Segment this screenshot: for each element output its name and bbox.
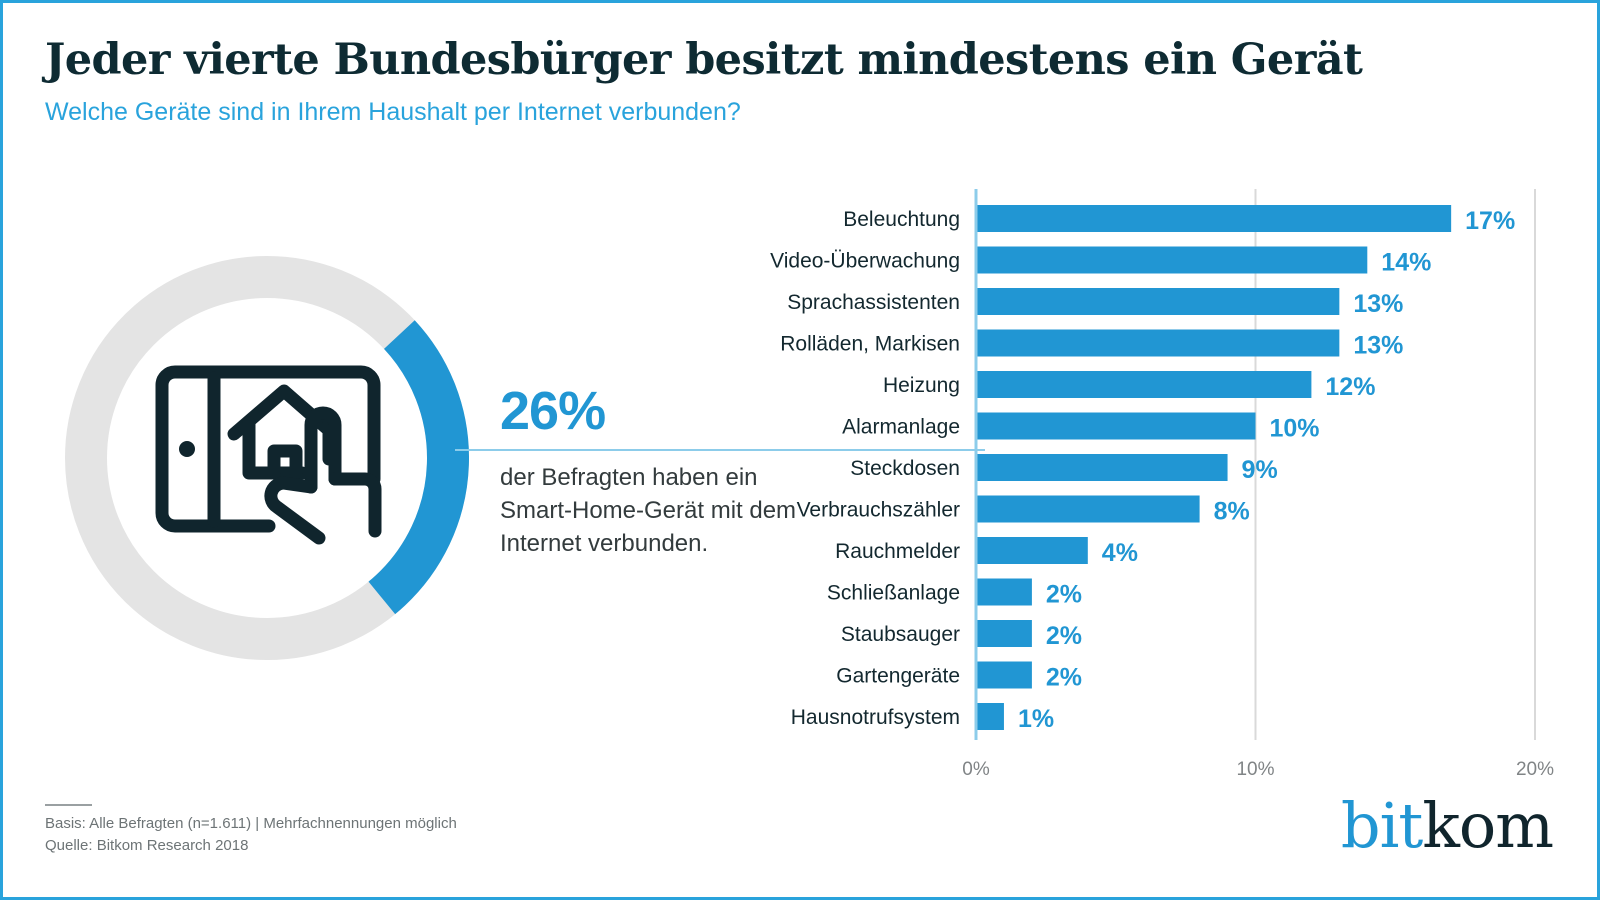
chart-bar [976,703,1004,730]
chart-value-label: 9% [1242,456,1278,484]
chart-category-label: Rolläden, Markisen [780,333,960,356]
chart-bar [976,495,1200,523]
kpi-connector-line [455,449,985,451]
chart-category-label: Steckdosen [850,457,960,480]
chart-bars [976,205,1452,730]
chart-category-label: Video-Überwachung [770,250,960,273]
chart-category-label: Beleuchtung [843,208,960,231]
footer-basis: Basis: Alle Befragten (n=1.611) | Mehrfa… [45,815,457,832]
chart-category-label: Sprachassistenten [787,291,960,314]
chart-value-labels: 17% 14% 13% 13% 12%10% 9% 8% 4% 2% 2% 2% 1% [1018,207,1515,733]
chart-value-label: 13% [1353,290,1403,318]
tablet-smart-home-touch-icon-svg [155,365,382,545]
bitkom-logo-bit: bit [1340,789,1423,862]
footer-notes: Basis: Alle Befragten (n=1.611) | Mehrfa… [45,813,457,857]
chart-bar [976,620,1032,647]
chart-category-label: Rauchmelder [835,540,960,563]
header: Jeder vierte Bundesbürger besitzt mindes… [45,37,1445,127]
page-subtitle: Welche Geräte sind in Ihrem Haushalt per… [45,98,741,127]
kpi-value: 26% [500,381,606,441]
chart-category-label: Hausnotrufsystem [791,706,960,729]
chart-category-label: Verbrauchszähler [797,499,960,522]
chart-value-label: 2% [1046,581,1082,609]
chart-x-tick-label: 20% [1516,759,1554,780]
chart-value-label: 4% [1102,539,1138,567]
chart-bar [976,246,1368,274]
chart-value-label: 2% [1046,622,1082,650]
chart-category-labels: Beleuchtung Video-Überwachung Sprachassist… [770,208,960,729]
bar-chart-svg: Beleuchtung Video-Überwachung Sprachassist… [770,189,1554,780]
chart-category-label: Heizung [883,374,960,397]
chart-value-label: 13% [1353,332,1403,360]
chart-bar [976,661,1032,689]
page-title: Jeder vierte Bundesbürger besitzt mindes… [45,35,1363,85]
chart-bar [976,578,1032,606]
chart-x-tick-label: 0% [962,759,990,780]
tablet-smart-home-touch-icon [151,361,385,547]
bar-chart: Beleuchtung Video-Überwachung Sprachassist… [3,3,1597,897]
bitkom-logo: bitkom [1341,795,1554,857]
chart-category-label: Gartengeräte [836,665,960,688]
chart-x-axis-ticks: 0% 10% 20% [962,759,1554,780]
chart-bar [976,371,1312,398]
chart-bar [976,288,1340,315]
chart-bar [976,454,1228,481]
chart-value-label: 8% [1214,498,1250,526]
chart-category-label: Schließanlage [827,582,960,605]
chart-value-label: 17% [1465,207,1515,235]
chart-value-label: 14% [1381,249,1431,277]
kpi-area: 26% der Befragten haben ein Smart-Home-G… [3,3,985,897]
chart-category-label: Staubsauger [841,623,960,646]
chart-value-label: 1% [1018,705,1054,733]
donut-chart [65,256,469,660]
chart-bar [976,537,1088,564]
chart-value-label: 12% [1325,373,1375,401]
footer-divider [45,804,92,806]
footer-source: Quelle: Bitkom Research 2018 [45,837,249,855]
chart-bar [976,205,1452,232]
donut-value-segment [65,256,469,660]
chart-x-tick-label: 10% [1236,759,1274,780]
chart-value-label: 2% [1046,664,1082,692]
chart-bar [976,412,1256,440]
chart-bar [976,329,1340,357]
chart-gridlines [1254,189,1536,740]
donut-svg [65,256,469,660]
kpi-text-block: 26% der Befragten haben ein Smart-Home-G… [500,384,830,560]
chart-category-label: Alarmanlage [842,416,960,439]
kpi-description: der Befragten haben ein Smart-Home-Gerät… [500,464,797,558]
chart-value-label: 10% [1270,415,1320,443]
bitkom-logo-kom: kom [1422,789,1554,862]
